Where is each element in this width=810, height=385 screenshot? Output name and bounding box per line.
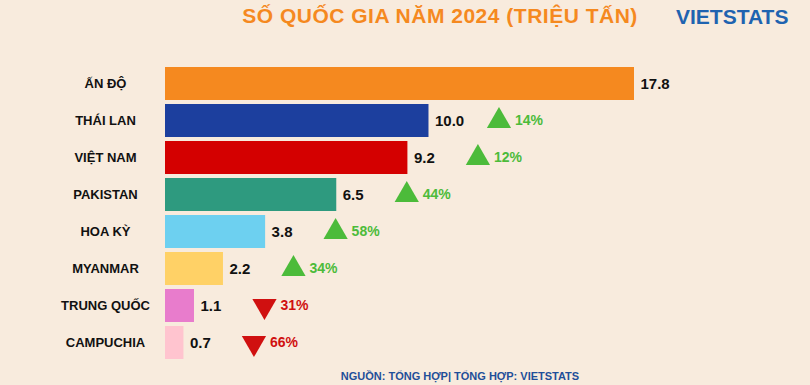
svg-text:1.1: 1.1 <box>200 297 221 314</box>
svg-text:MYANMAR: MYANMAR <box>72 261 139 276</box>
svg-text:9.2: 9.2 <box>414 149 435 166</box>
svg-text:10.0: 10.0 <box>435 112 464 129</box>
svg-text:44%: 44% <box>423 186 452 202</box>
svg-text:12%: 12% <box>494 149 523 165</box>
svg-text:0.7: 0.7 <box>190 334 211 351</box>
svg-text:PAKISTAN: PAKISTAN <box>73 187 138 202</box>
svg-text:CAMPUCHIA: CAMPUCHIA <box>66 335 146 350</box>
svg-text:31%: 31% <box>280 297 309 313</box>
svg-text:VIỆT NAM: VIỆT NAM <box>74 150 136 165</box>
svg-text:14%: 14% <box>515 112 544 128</box>
svg-text:HOA KỲ: HOA KỲ <box>80 224 130 239</box>
svg-text:6.5: 6.5 <box>343 186 364 203</box>
svg-text:3.8: 3.8 <box>272 223 293 240</box>
svg-text:58%: 58% <box>352 223 381 239</box>
svg-text:17.8: 17.8 <box>641 75 670 92</box>
svg-text:34%: 34% <box>309 260 338 276</box>
svg-text:ẤN ĐỘ: ẤN ĐỘ <box>85 76 127 91</box>
html-text:NGUỒN: TỔNG HỢP| TỔNG HỢP: VIE: NGUỒN: TỔNG HỢP| TỔNG HỢP: VIETSTATS <box>340 370 580 382</box>
html-text:VIETSTATS: VIETSTATS <box>676 5 789 28</box>
html-text:SỐ QUỐC GIA NĂM 2024 (TRIỆU TẤ: SỐ QUỐC GIA NĂM 2024 (TRIỆU TẤN) <box>242 4 638 27</box>
svg-text:TRUNG QUỐC: TRUNG QUỐC <box>61 298 150 313</box>
svg-text:THÁI LAN: THÁI LAN <box>75 113 136 128</box>
svg-text:66%: 66% <box>270 334 299 350</box>
svg-text:2.2: 2.2 <box>229 260 250 277</box>
